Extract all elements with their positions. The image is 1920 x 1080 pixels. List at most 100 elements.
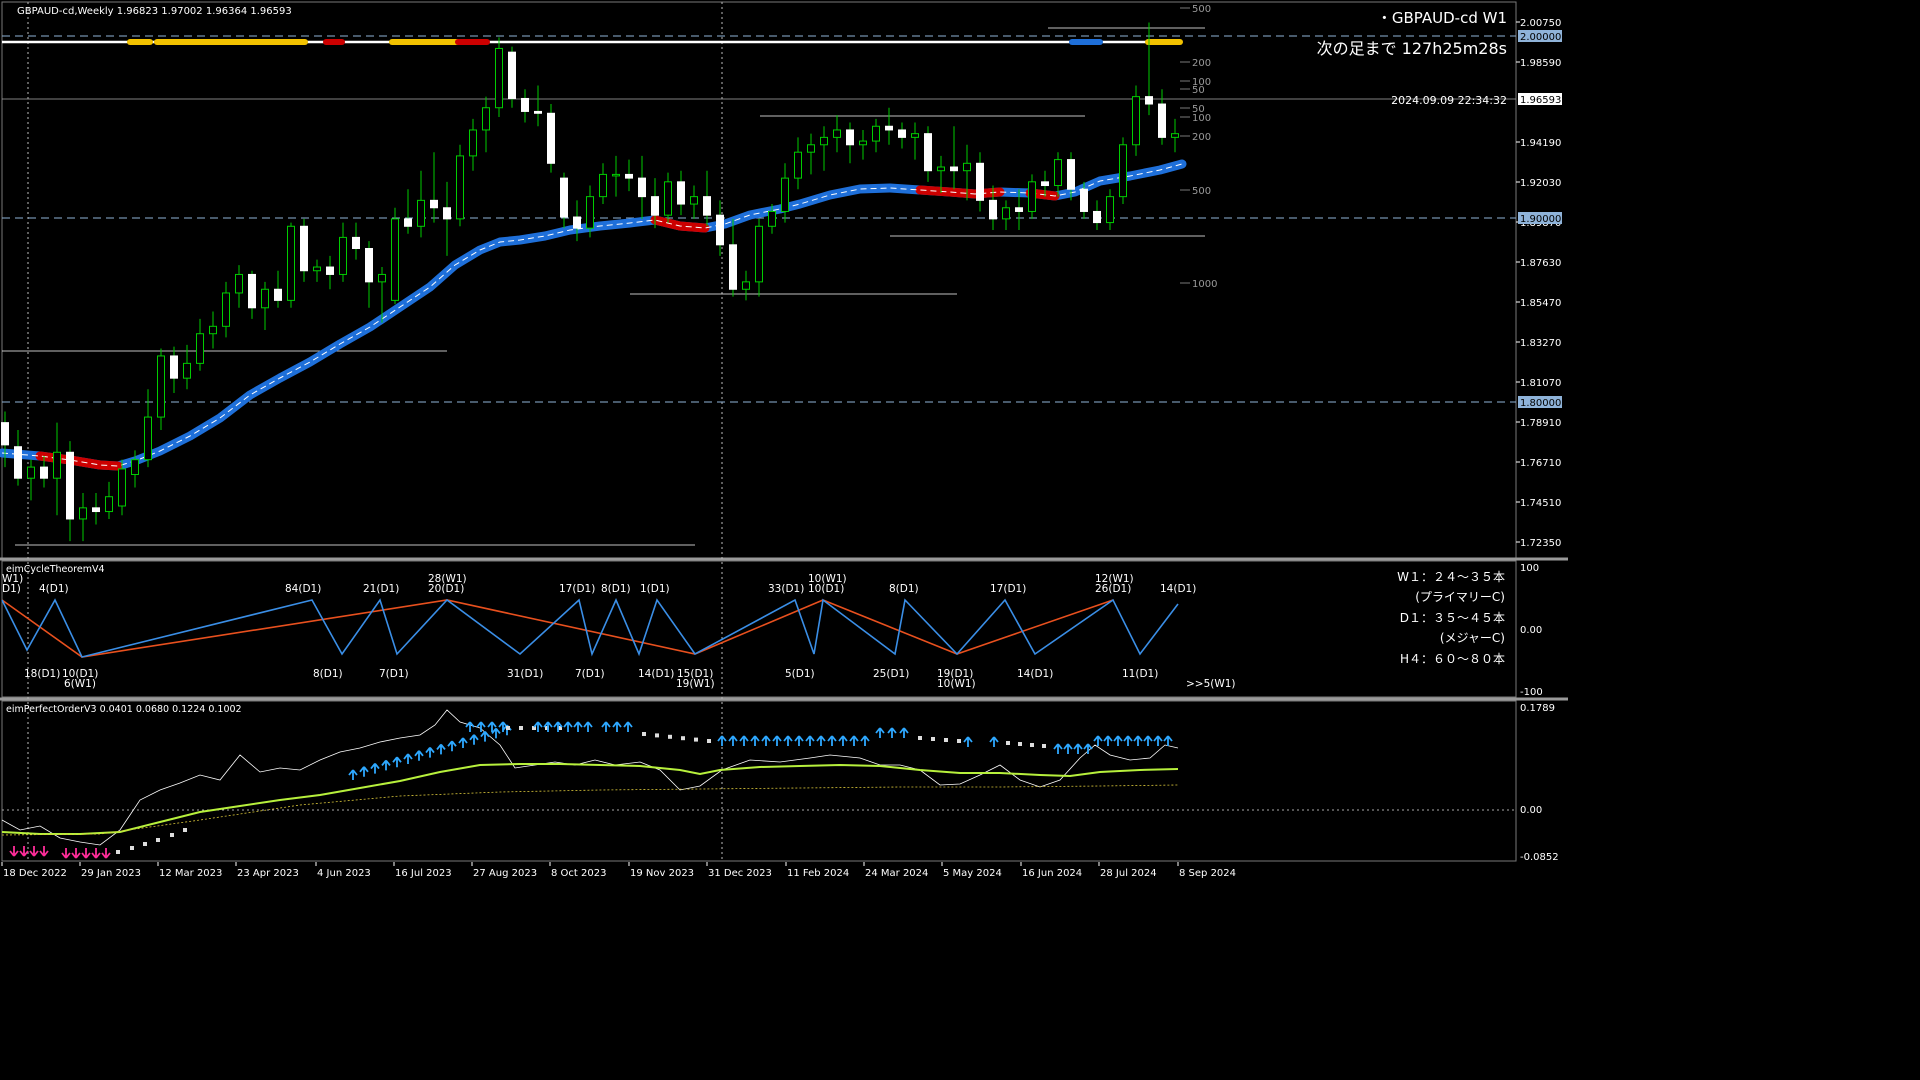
candle[interactable] (534, 85, 542, 127)
candle[interactable] (989, 185, 997, 230)
candle[interactable] (1119, 137, 1127, 205)
candle[interactable] (768, 204, 776, 234)
candle[interactable] (885, 107, 893, 145)
candle[interactable] (235, 265, 243, 308)
candle[interactable] (872, 118, 880, 153)
po-dot (1042, 744, 1046, 748)
candle[interactable] (794, 137, 802, 190)
candle[interactable] (521, 89, 529, 123)
cycle-indicator-name: eimCycleTheoremV4 (6, 564, 105, 575)
candles[interactable] (1, 22, 1179, 542)
candle[interactable] (14, 430, 22, 486)
candle[interactable] (547, 104, 555, 173)
candle[interactable] (937, 155, 945, 193)
candle[interactable] (729, 218, 737, 297)
candle[interactable] (1171, 118, 1179, 153)
candle[interactable] (118, 459, 126, 516)
candle[interactable] (781, 163, 789, 223)
candle[interactable] (40, 455, 48, 488)
candle[interactable] (469, 118, 477, 171)
candle[interactable] (1028, 174, 1036, 219)
candle[interactable] (417, 170, 425, 238)
candle[interactable] (1054, 152, 1062, 197)
candle[interactable] (495, 37, 503, 117)
candle[interactable] (651, 178, 659, 229)
candle[interactable] (638, 155, 646, 219)
candle[interactable] (404, 189, 412, 234)
candle[interactable] (690, 185, 698, 219)
candle[interactable] (976, 152, 984, 212)
candle[interactable] (378, 267, 386, 323)
candle[interactable] (1145, 22, 1153, 116)
candle[interactable] (1080, 181, 1088, 219)
candle[interactable] (53, 422, 61, 516)
candle[interactable] (27, 459, 35, 501)
candle[interactable] (612, 155, 620, 197)
candle[interactable] (586, 185, 594, 238)
cycle-top-label: 84(D1) (285, 583, 321, 595)
candle[interactable] (1093, 200, 1101, 230)
candle[interactable] (365, 241, 373, 308)
candle[interactable] (573, 200, 581, 242)
candle[interactable] (248, 270, 256, 319)
candle[interactable] (1002, 200, 1010, 230)
candle[interactable] (287, 222, 295, 308)
candle[interactable] (430, 152, 438, 223)
candle[interactable] (963, 144, 971, 201)
candle[interactable] (79, 493, 87, 542)
candle[interactable] (807, 133, 815, 175)
candle[interactable] (352, 222, 360, 260)
candle[interactable] (625, 159, 633, 192)
candle[interactable] (846, 122, 854, 164)
candle[interactable] (1158, 89, 1166, 145)
candle[interactable] (560, 172, 568, 229)
candle[interactable] (1106, 189, 1114, 230)
candle[interactable] (833, 115, 841, 153)
offset-label: 100 (1192, 77, 1211, 88)
candle[interactable] (1067, 152, 1075, 201)
candle[interactable] (274, 270, 282, 308)
candle[interactable] (339, 222, 347, 282)
candle[interactable] (66, 441, 74, 542)
candle[interactable] (1, 411, 9, 468)
candle[interactable] (599, 163, 607, 205)
candle[interactable] (1015, 189, 1023, 230)
candle[interactable] (313, 259, 321, 282)
candle[interactable] (261, 281, 269, 331)
candle[interactable] (92, 493, 100, 525)
candle[interactable] (300, 218, 308, 282)
candle[interactable] (222, 281, 230, 338)
candle-body (599, 173, 607, 198)
candle[interactable] (664, 172, 672, 223)
candle[interactable] (105, 481, 113, 519)
candle[interactable] (703, 170, 711, 227)
candle[interactable] (924, 126, 932, 182)
candle[interactable] (950, 126, 958, 190)
candle[interactable] (1041, 170, 1049, 197)
candle[interactable] (456, 144, 464, 227)
candle[interactable] (508, 46, 516, 108)
po-up-arrow-icon (425, 747, 435, 758)
po-dot (1006, 741, 1010, 745)
candle[interactable] (144, 389, 152, 468)
candle[interactable] (482, 96, 490, 153)
candle[interactable] (391, 207, 399, 305)
candle[interactable] (326, 255, 334, 290)
candle[interactable] (170, 346, 178, 393)
candle[interactable] (131, 450, 139, 488)
candle[interactable] (209, 311, 217, 349)
candle[interactable] (742, 270, 750, 301)
candle[interactable] (859, 129, 867, 160)
candle[interactable] (716, 200, 724, 256)
candle[interactable] (755, 218, 763, 297)
candle[interactable] (196, 318, 204, 371)
candle[interactable] (1132, 85, 1140, 156)
candle[interactable] (898, 122, 906, 149)
candle[interactable] (183, 344, 191, 390)
candle[interactable] (677, 170, 685, 216)
candle[interactable] (820, 126, 828, 171)
candle[interactable] (157, 348, 165, 431)
candle[interactable] (443, 181, 451, 256)
candle[interactable] (911, 122, 919, 160)
